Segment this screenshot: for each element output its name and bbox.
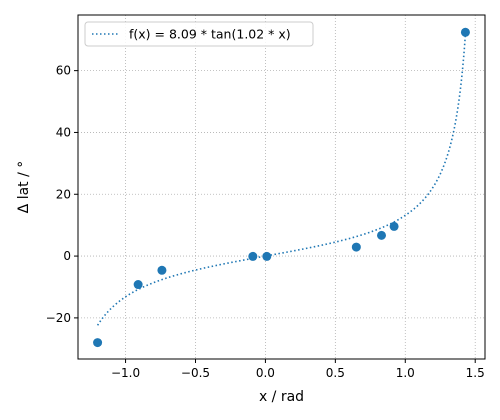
data-point [377, 230, 387, 240]
plot-frame [77, 14, 486, 360]
x-tick-label: −1.0 [111, 366, 140, 380]
x-axis-label: x / rad [259, 389, 304, 405]
x-axis-ticks: −1.0 −0.5 0.0 0.5 1.0 1.5 [111, 359, 485, 380]
data-points [93, 27, 470, 348]
data-point [157, 265, 167, 275]
x-tick-label: 0.0 [256, 366, 275, 380]
y-tick-label: 20 [56, 187, 71, 201]
fit-line-group [96, 34, 467, 326]
data-point [460, 27, 470, 37]
y-tick-label: 60 [56, 64, 71, 78]
data-point [389, 221, 399, 231]
y-axis-ticks: −20 0 20 40 60 [46, 64, 78, 325]
data-point [133, 280, 143, 290]
legend-entry-fit: f(x) = 8.09 * tan(1.02 * x) [129, 27, 291, 42]
y-tick-label: 0 [63, 249, 71, 263]
x-tick-label: −0.5 [181, 366, 210, 380]
data-point [248, 251, 258, 261]
fit-line [96, 34, 467, 326]
y-tick-label: 40 [56, 125, 71, 139]
y-tick-label: −20 [46, 311, 71, 325]
data-point [351, 242, 361, 252]
data-point [93, 338, 103, 348]
grid [78, 15, 485, 359]
x-tick-label: 0.5 [326, 366, 345, 380]
y-axis-label: Δ lat / ° [16, 161, 32, 214]
legend: f(x) = 8.09 * tan(1.02 * x) [84, 21, 314, 47]
legend-box [84, 21, 314, 47]
x-tick-label: 1.5 [466, 366, 485, 380]
data-point [262, 251, 272, 261]
x-tick-label: 1.0 [396, 366, 415, 380]
